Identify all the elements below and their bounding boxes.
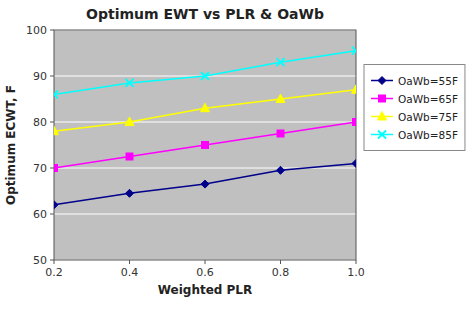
series <box>54 47 356 99</box>
point <box>54 165 58 172</box>
x-axis-label: Weighted PLR <box>158 283 253 297</box>
point <box>126 189 134 197</box>
y-tick-label: 80 <box>33 116 47 129</box>
grid-line <box>54 122 356 123</box>
x-tick <box>54 260 55 264</box>
x-tick <box>356 260 357 264</box>
y-tick <box>50 260 54 261</box>
legend: OaWb=55F OaWb=65F OaWb=75F OaWb=85F <box>364 65 465 151</box>
point <box>352 159 356 167</box>
legend-item: OaWb=65F <box>371 93 458 105</box>
y-tick <box>50 214 54 215</box>
y-tick-label: 90 <box>33 70 47 83</box>
y-tick-label: 50 <box>33 254 47 267</box>
x-tick <box>129 260 130 264</box>
axes: 0.2 0.4 0.6 0.8 1.0 50 60 70 80 90 100 <box>26 24 365 279</box>
point <box>202 142 209 149</box>
point <box>126 153 133 160</box>
legend-marker <box>378 131 386 139</box>
point <box>201 103 210 112</box>
point <box>54 126 59 135</box>
y-tick-label: 60 <box>33 208 47 221</box>
x-tick-label: 0.6 <box>196 266 214 279</box>
legend-box <box>364 65 465 151</box>
point <box>126 79 134 87</box>
legend-marker <box>379 95 386 102</box>
x-tick <box>205 260 206 264</box>
series-group <box>54 47 356 209</box>
point <box>352 85 357 94</box>
x-tick-label: 0.2 <box>45 266 63 279</box>
legend-label: OaWb=85F <box>398 129 458 141</box>
series <box>54 85 356 135</box>
line <box>54 163 356 204</box>
x-tick-label: 0.8 <box>272 266 290 279</box>
point <box>277 166 285 174</box>
line <box>54 51 356 95</box>
point <box>353 119 357 126</box>
line <box>54 90 356 131</box>
x-tick-label: 0.4 <box>121 266 139 279</box>
series <box>54 119 356 172</box>
y-tick <box>50 122 54 123</box>
legend-label: OaWb=65F <box>398 93 458 105</box>
y-axis-label: Optimum ECWT, F <box>4 85 18 205</box>
line <box>54 122 356 168</box>
point <box>125 117 134 126</box>
point <box>54 90 58 98</box>
point <box>277 58 285 66</box>
legend-item: OaWb=85F <box>371 129 458 141</box>
legend-marker <box>378 112 387 121</box>
legend-label: OaWb=75F <box>398 111 458 123</box>
y-tick <box>50 168 54 169</box>
point <box>201 72 209 80</box>
y-tick <box>50 76 54 77</box>
point <box>54 201 58 209</box>
plot-background <box>54 30 356 260</box>
y-tick-label: 70 <box>33 162 47 175</box>
plot-frame <box>54 30 356 260</box>
point <box>276 94 285 103</box>
x-tick-label: 1.0 <box>347 266 365 279</box>
grid-line <box>54 214 356 215</box>
point <box>277 130 284 137</box>
legend-item: OaWb=55F <box>371 75 458 87</box>
legend-item: OaWb=75F <box>371 111 458 123</box>
legend-marker <box>378 77 386 85</box>
point <box>352 47 356 55</box>
title: Optimum EWT vs PLR & OaWb <box>86 6 324 22</box>
legend-label: OaWb=55F <box>398 75 458 87</box>
point <box>201 180 209 188</box>
y-tick <box>50 30 54 31</box>
chart: 0.2 0.4 0.6 0.8 1.0 50 60 70 80 90 100 Optimum EWT … <box>0 0 472 311</box>
grid <box>54 30 356 260</box>
x-tick <box>280 260 281 264</box>
y-tick-label: 100 <box>26 24 47 37</box>
series <box>54 159 356 208</box>
